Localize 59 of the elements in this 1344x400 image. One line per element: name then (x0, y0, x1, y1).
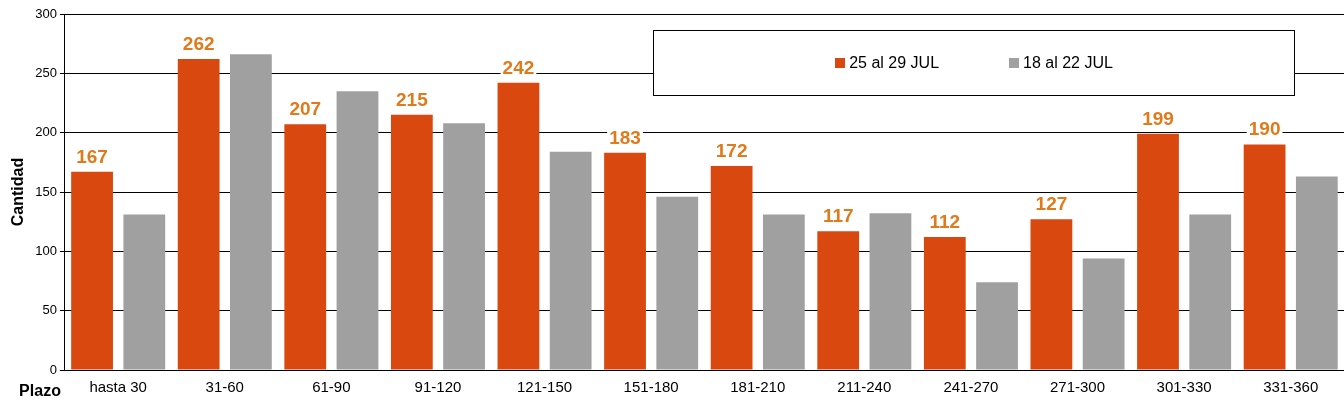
bar (336, 91, 379, 370)
y-tick-label: 100 (35, 242, 57, 258)
y-tick-label: 300 (35, 5, 57, 21)
y-tick-label: 150 (35, 183, 57, 199)
y-axis-title: Cantidad (9, 157, 27, 227)
bar (177, 59, 220, 370)
bar (497, 82, 540, 370)
x-tick-label: 121-150 (517, 378, 573, 396)
x-tick-label: 61-90 (312, 378, 351, 396)
x-tick-label: 91-120 (414, 378, 462, 396)
data-label: 117 (822, 204, 854, 226)
data-label: 167 (76, 145, 108, 167)
data-label: 127 (1035, 193, 1068, 215)
y-tick-label: 50 (42, 302, 57, 318)
data-label: 262 (182, 32, 215, 54)
bar (710, 165, 753, 370)
bar (923, 237, 966, 370)
bar (549, 151, 592, 370)
bar (976, 282, 1018, 370)
x-tick-label: 301-330 (1156, 378, 1212, 396)
y-tick-label: 200 (35, 124, 57, 140)
data-label: 215 (396, 88, 429, 110)
x-tick-label: 331-360 (1263, 378, 1319, 396)
bar (1295, 176, 1338, 370)
y-tick-label: 250 (35, 64, 57, 80)
bar (390, 114, 433, 370)
data-label: 207 (289, 98, 322, 120)
data-label: 112 (929, 210, 961, 232)
x-tick-label: hasta 30 (89, 378, 147, 396)
bar (230, 54, 272, 370)
bar (1189, 214, 1232, 370)
data-label: 183 (609, 126, 641, 148)
data-label: 199 (1142, 107, 1174, 129)
bar (123, 214, 166, 370)
x-tick-label: 151-180 (623, 378, 679, 396)
x-tick-label: 241-270 (943, 378, 999, 396)
x-tick-label: 31-60 (205, 378, 244, 396)
bar (869, 213, 912, 370)
bar (1243, 144, 1286, 370)
bar (762, 214, 805, 370)
data-label: 242 (502, 56, 535, 78)
bar (656, 196, 699, 370)
bar (71, 171, 113, 370)
legend-label: 18 al 22 JUL (1022, 54, 1113, 72)
y-tick-label: 0 (49, 361, 57, 377)
x-tick-label: 211-240 (837, 378, 892, 396)
bar (1030, 219, 1073, 370)
x-tick-label: 271-300 (1049, 378, 1106, 396)
bar (1082, 258, 1125, 370)
bar (817, 231, 860, 370)
x-axis-title: Plazo (19, 382, 62, 400)
data-label: 190 (1248, 118, 1281, 140)
data-label: 172 (715, 139, 748, 161)
legend-label: 25 al 29 JUL (848, 54, 940, 72)
bar (1137, 133, 1179, 370)
bar (443, 123, 485, 370)
bar (604, 152, 646, 370)
bar (284, 124, 327, 370)
x-tick-label: 181-210 (730, 378, 786, 396)
